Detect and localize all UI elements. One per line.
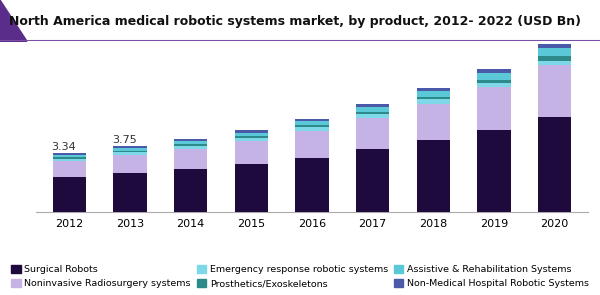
Bar xyxy=(477,69,511,73)
Bar xyxy=(477,130,511,212)
Bar xyxy=(113,146,147,148)
Bar xyxy=(477,73,511,80)
Bar xyxy=(235,132,268,136)
Bar xyxy=(235,164,268,212)
Bar xyxy=(295,125,329,127)
Bar xyxy=(416,140,450,212)
Bar xyxy=(416,91,450,97)
Bar xyxy=(356,107,389,112)
Bar xyxy=(538,42,571,48)
Text: 3.75: 3.75 xyxy=(112,135,137,145)
Bar xyxy=(53,161,86,177)
Bar xyxy=(113,173,147,212)
Legend: Surgical Robots, Noninvasive Radiosurgery systems, Emergency response robotic sy: Surgical Robots, Noninvasive Radiosurger… xyxy=(9,263,591,290)
Bar xyxy=(477,87,511,130)
Bar xyxy=(174,145,208,146)
Bar xyxy=(416,99,450,104)
Bar xyxy=(538,65,571,117)
Bar xyxy=(174,140,208,141)
Bar xyxy=(416,104,450,140)
Bar xyxy=(235,141,268,164)
Bar xyxy=(53,159,86,161)
Polygon shape xyxy=(0,0,27,41)
Bar xyxy=(477,83,511,87)
Bar xyxy=(538,60,571,65)
Bar xyxy=(53,153,86,155)
Bar xyxy=(295,158,329,212)
Bar xyxy=(235,130,268,132)
Bar xyxy=(538,117,571,212)
Bar xyxy=(538,56,571,60)
Bar xyxy=(295,131,329,158)
Bar xyxy=(477,80,511,83)
Bar xyxy=(356,104,389,107)
Bar xyxy=(53,157,86,159)
Bar xyxy=(53,177,86,212)
Bar xyxy=(416,88,450,91)
Bar xyxy=(356,112,389,114)
Bar xyxy=(113,152,147,155)
Bar xyxy=(295,119,329,121)
Bar xyxy=(174,141,208,145)
Bar xyxy=(538,48,571,56)
Bar xyxy=(174,149,208,169)
Bar xyxy=(295,127,329,131)
Bar xyxy=(174,146,208,149)
Text: North America medical robotic systems market, by product, 2012- 2022 (USD Bn): North America medical robotic systems ma… xyxy=(9,15,581,28)
Bar xyxy=(113,151,147,152)
Bar xyxy=(235,138,268,141)
Bar xyxy=(235,136,268,138)
Bar xyxy=(356,149,389,212)
Bar xyxy=(113,155,147,173)
Bar xyxy=(113,148,147,151)
Bar xyxy=(174,169,208,212)
Text: 3.34: 3.34 xyxy=(51,142,76,152)
Bar xyxy=(416,97,450,99)
Bar xyxy=(53,155,86,157)
Bar xyxy=(356,118,389,149)
Bar xyxy=(356,114,389,118)
Bar xyxy=(295,121,329,125)
